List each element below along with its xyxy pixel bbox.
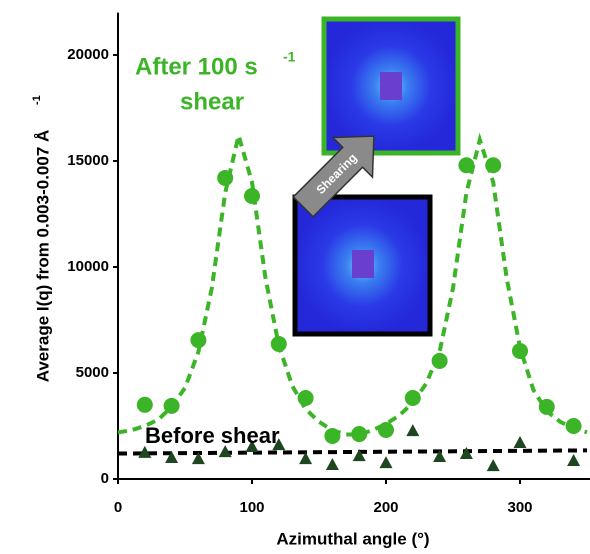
point (566, 418, 582, 434)
y-axis-label: Average I(q) from 0.003-0.007 Å (33, 130, 52, 383)
point (380, 456, 393, 468)
annotation: After 100 s (135, 53, 258, 80)
point (351, 426, 367, 442)
x-tick-label: 200 (373, 499, 398, 516)
inset-beamstop (352, 250, 374, 278)
point (432, 353, 448, 369)
y-axis-label-group: Average I(q) from 0.003-0.007 Å -1 (31, 95, 53, 382)
y-tick-label: 15000 (67, 152, 109, 169)
point (164, 398, 180, 414)
point (271, 336, 287, 352)
x-tick-label: 0 (114, 499, 122, 516)
fit-line (118, 450, 587, 453)
y-tick-label: 20000 (67, 46, 109, 63)
point (326, 458, 339, 470)
x-axis-label: Azimuthal angle (°) (276, 529, 429, 548)
point (137, 397, 153, 413)
x-tick-label: 100 (239, 499, 264, 516)
point (485, 157, 501, 173)
inset-beamstop (380, 72, 402, 100)
y-tick-label: 5000 (76, 364, 109, 381)
point (405, 390, 421, 406)
point (514, 436, 527, 448)
point (512, 343, 528, 359)
point (567, 454, 580, 466)
point (190, 332, 206, 348)
y-tick-label: 0 (101, 470, 109, 487)
chart: 050001000015000200000100200300 Shearing … (0, 0, 590, 554)
point (378, 422, 394, 438)
y-axis-label-sup: -1 (31, 95, 43, 105)
annotation-sup: -1 (283, 49, 296, 65)
y-tick-label: 10000 (67, 258, 109, 275)
annotation: shear (180, 88, 244, 115)
point (217, 170, 233, 186)
point (324, 428, 340, 444)
point (406, 424, 419, 436)
point (298, 390, 314, 406)
point (244, 188, 260, 204)
point (487, 459, 500, 471)
x-tick-label: 300 (507, 499, 532, 516)
insets: Shearing (283, 19, 458, 334)
point (539, 399, 555, 415)
annotation: Before shear (145, 423, 280, 448)
point (458, 157, 474, 173)
